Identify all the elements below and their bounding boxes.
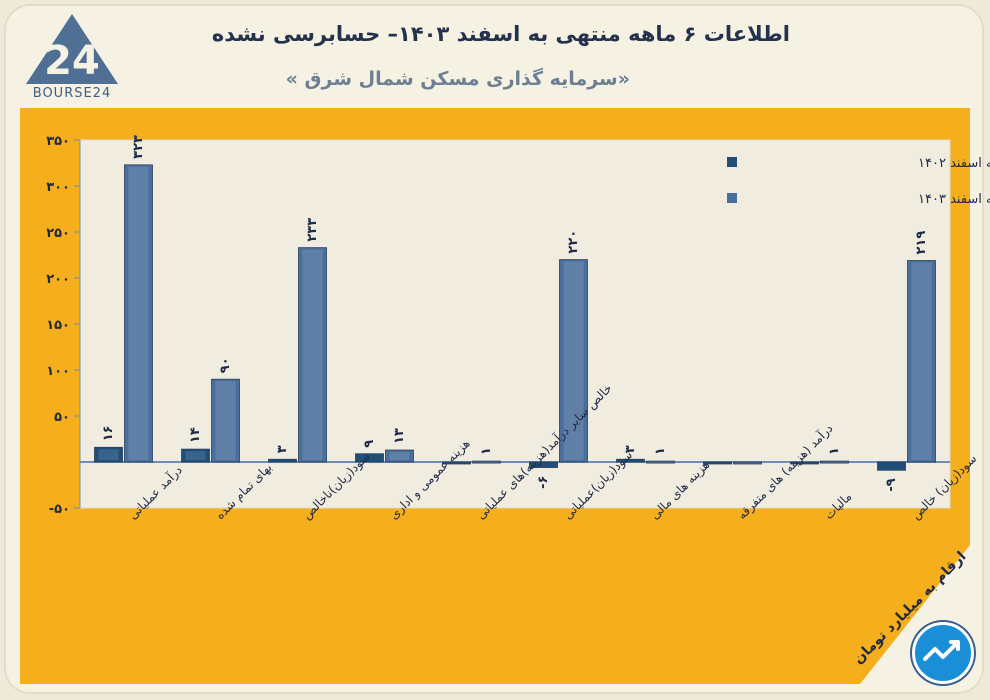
bar-1402-5	[529, 461, 558, 468]
bar-1403-9	[907, 260, 936, 463]
data-label: ۹	[362, 440, 377, 448]
bar-highlight	[128, 166, 149, 460]
data-label: ۱	[827, 447, 842, 455]
bar-highlight	[215, 381, 236, 460]
legend-label: عملکرد منتهی به اسفند ۱۴۰۲	[918, 156, 990, 171]
trend-arrow-icon	[912, 622, 974, 684]
bar-highlight	[911, 262, 932, 460]
bar-highlight	[98, 449, 119, 460]
legend: عملکرد منتهی به اسفند ۱۴۰۲ عملکرد منتهی ب…	[727, 156, 990, 207]
bar-1403-0	[124, 164, 153, 463]
page-subtitle: «سرمایه گذاری مسکن شمال شرق »	[285, 68, 630, 90]
y-tick-label: ۵۰	[54, 410, 70, 425]
bar-1403-6	[646, 460, 675, 464]
data-label: -۶	[536, 476, 551, 489]
bar-1403-1	[211, 378, 240, 463]
bar-1402-9	[877, 461, 906, 471]
data-label: ۱۳	[392, 428, 407, 444]
bar-1402-3	[355, 453, 384, 463]
data-label: ۲۳۳	[305, 218, 320, 242]
bar-1403-7	[733, 461, 762, 465]
bar-1403-8	[820, 460, 849, 464]
legend-label: عملکرد منتهی به اسفند ۱۴۰۳	[918, 192, 990, 207]
bar-highlight	[389, 452, 410, 460]
bar-highlight	[302, 249, 323, 460]
data-label: ۳	[623, 445, 638, 453]
bar-1402-6	[616, 458, 645, 463]
data-label: ۳۲۳	[131, 135, 146, 159]
bar-highlight	[563, 261, 584, 460]
data-label: ۲۲۰	[566, 230, 581, 254]
legend-swatch	[727, 157, 737, 167]
data-label: ۲۱۹	[914, 231, 929, 255]
bar-1403-2	[298, 247, 327, 463]
logo-24-triangle-icon: 24	[26, 14, 118, 84]
y-tick-label: ۲۰۰	[46, 272, 70, 287]
bar-1403-5	[559, 259, 588, 463]
logo-text: BOURSE24	[32, 86, 112, 101]
data-label: -۹	[884, 478, 899, 491]
svg-text:24: 24	[44, 38, 100, 84]
bar-1403-4	[472, 460, 501, 464]
data-label: ۱	[653, 447, 668, 455]
data-label: ۱	[479, 447, 494, 455]
data-label: ۳	[275, 445, 290, 453]
bar-1402-4	[442, 461, 471, 465]
bar-1402-2	[268, 458, 297, 463]
bar-highlight	[185, 451, 206, 460]
y-tick-label: ۲۵۰	[46, 226, 70, 241]
data-label: ۱۶	[101, 425, 116, 441]
plot-area	[79, 139, 951, 509]
bar-1402-1	[181, 448, 210, 463]
y-tick-label: ۳۰۰	[46, 180, 70, 195]
data-label: ۹۰	[218, 357, 233, 373]
y-tick-label: -۵۰	[49, 502, 70, 517]
page-title: اطلاعات ۶ ماهه منتهی به اسفند ۱۴۰۳– حساب…	[211, 22, 790, 46]
y-tick-label: ۱۰۰	[46, 364, 70, 379]
data-label: ۱۴	[188, 427, 203, 443]
y-tick-label: ۳۵۰	[46, 134, 70, 149]
bar-1402-7	[703, 461, 732, 465]
y-tick-label: ۱۵۰	[46, 318, 70, 333]
bar-1403-3	[385, 449, 414, 463]
legend-swatch	[727, 193, 737, 203]
bar-1402-8	[790, 461, 819, 465]
bar-1402-0	[94, 446, 123, 463]
